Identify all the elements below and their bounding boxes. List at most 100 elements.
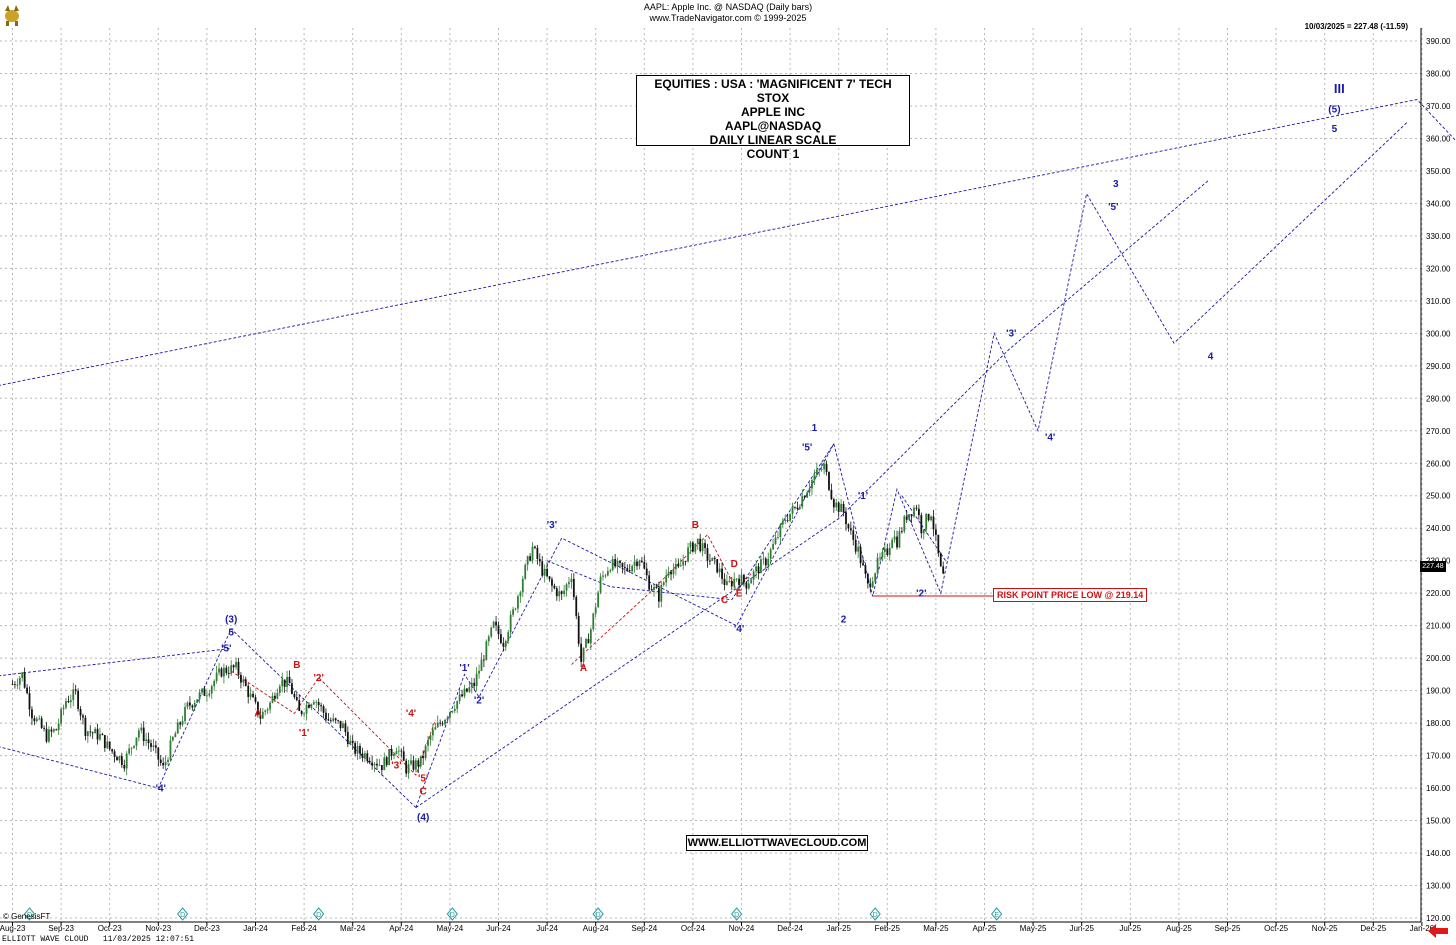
candle: [762, 552, 765, 565]
candle: [422, 750, 425, 766]
candle: [444, 718, 446, 726]
candle: [604, 573, 607, 579]
y-tick-label: 310.00: [1426, 297, 1451, 306]
candle: [431, 723, 434, 741]
scroll-left-arrow-icon[interactable]: [1428, 924, 1448, 938]
candle: [519, 590, 522, 603]
x-tick-label: Sep-25: [1215, 924, 1241, 933]
wave-trendlines: [0, 99, 1456, 808]
candle: [89, 725, 92, 737]
candle: [740, 569, 743, 586]
candle: [150, 739, 152, 752]
candle: [11, 680, 14, 686]
candle: [932, 509, 935, 537]
candle: [133, 745, 135, 750]
cycle-marker: D: [23, 907, 36, 921]
candle: [147, 732, 150, 750]
candle: [495, 615, 497, 631]
candle: [278, 684, 281, 697]
candle: [193, 699, 196, 712]
wave-label: 5: [1332, 124, 1338, 135]
candle: [478, 664, 480, 679]
x-tick-label: Aug-23: [0, 924, 26, 933]
candle: [434, 722, 437, 730]
trendline: [415, 121, 1408, 808]
candle: [176, 718, 179, 734]
candle: [96, 723, 99, 745]
wave-label: '2': [916, 588, 926, 599]
info-line-2: APPLE INC: [740, 105, 805, 119]
candle: [699, 533, 702, 553]
candle: [662, 580, 665, 587]
y-tick-label: 250.00: [1426, 492, 1451, 501]
candle: [232, 664, 235, 673]
candle: [206, 690, 208, 702]
candle: [463, 684, 466, 699]
candle: [514, 607, 517, 611]
x-tick-label: May-25: [1020, 924, 1047, 933]
wave-label: C: [420, 787, 427, 798]
candle: [417, 758, 420, 774]
candle: [368, 757, 371, 765]
candle: [577, 612, 580, 647]
candle: [468, 682, 471, 694]
wave-label: 3: [1113, 179, 1119, 190]
candle: [259, 708, 262, 725]
candle: [43, 725, 45, 732]
candle: [597, 590, 600, 608]
wave-label: D: [731, 559, 738, 570]
candle: [585, 637, 587, 649]
candle: [888, 542, 891, 561]
candle: [227, 666, 230, 679]
x-tick-label: Apr-24: [389, 924, 414, 933]
y-tick-label: 390.00: [1426, 37, 1451, 46]
candle: [400, 748, 403, 758]
x-tick-label: Mar-25: [923, 924, 949, 933]
wave-label: A: [254, 709, 261, 720]
wave-label: '1': [858, 491, 868, 502]
candle: [835, 498, 838, 512]
candle: [925, 512, 928, 534]
candle: [781, 517, 784, 529]
candle: [269, 701, 271, 714]
candle: [45, 722, 48, 744]
y-tick-label: 220.00: [1426, 589, 1451, 598]
candle: [507, 630, 510, 645]
candle: [33, 715, 36, 726]
candle: [65, 697, 67, 710]
candle: [67, 695, 70, 704]
candle: [244, 676, 247, 687]
candle: [354, 740, 357, 757]
candle: [487, 634, 490, 647]
cycle-marker: D: [869, 907, 881, 921]
candle: [325, 708, 327, 723]
candle: [125, 751, 128, 776]
candle: [606, 566, 609, 577]
candle: [534, 545, 536, 550]
wave-label: '2': [314, 673, 324, 684]
candle: [633, 555, 636, 573]
y-tick-label: 340.00: [1426, 199, 1451, 208]
candle: [159, 754, 162, 766]
y-tick-label: 180.00: [1426, 719, 1451, 728]
candle: [84, 715, 87, 741]
candle: [52, 728, 55, 734]
candle: [223, 663, 225, 684]
candle: [366, 750, 369, 764]
candle: [913, 505, 915, 518]
info-line-5: COUNT 1: [746, 147, 800, 161]
candlesticks: [11, 459, 945, 779]
candle: [517, 594, 519, 613]
candle: [293, 691, 296, 700]
candle: [772, 538, 774, 551]
candle: [55, 728, 58, 731]
candle: [660, 582, 663, 608]
x-tick-label: Jul-25: [1119, 924, 1141, 933]
candle: [446, 715, 449, 724]
candle: [458, 687, 461, 704]
svg-text:D: D: [316, 912, 321, 919]
candle: [847, 523, 850, 532]
cycle-marker: D: [446, 907, 458, 921]
candle: [611, 555, 614, 572]
